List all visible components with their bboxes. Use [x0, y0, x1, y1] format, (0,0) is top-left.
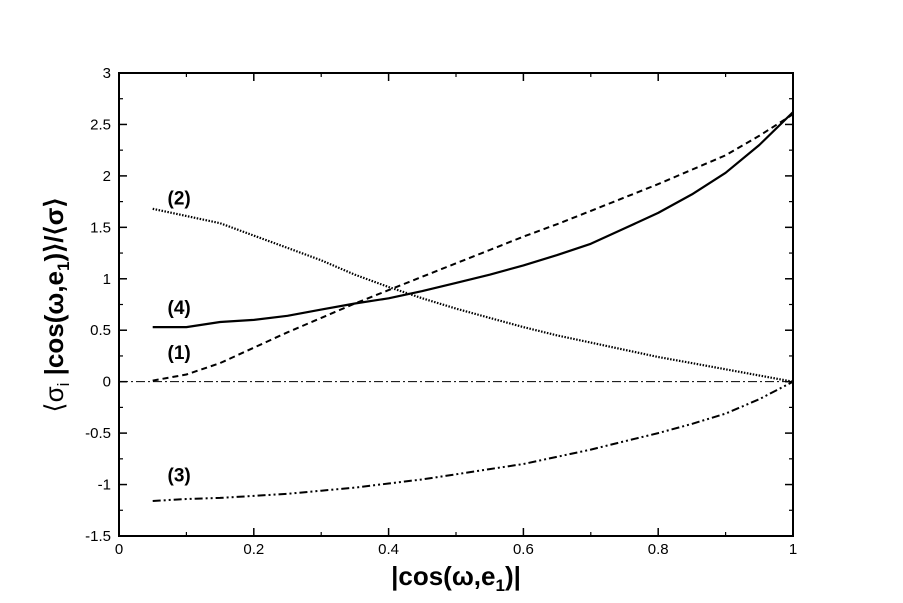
curve-4: [152, 111, 794, 329]
y-tick-label: 1: [103, 271, 111, 288]
y-tick-label: 2.5: [90, 116, 111, 133]
x-axis-title: |cos(ω,e1)|: [391, 561, 521, 595]
y-tick-label: 0: [103, 374, 111, 391]
plot-frame: [118, 72, 794, 537]
y-tick-label: -0.5: [85, 425, 111, 442]
x-tick-label: 0.4: [378, 541, 399, 558]
x-tick-label: 1: [789, 541, 797, 558]
y-tick-label: 1.5: [90, 219, 111, 236]
curve-3: [152, 380, 794, 502]
x-tick-label: 0.2: [243, 541, 264, 558]
curve-2: [152, 207, 794, 383]
y-tick-label: 0.5: [90, 322, 111, 339]
y-tick-label: -1: [98, 477, 111, 494]
curves: [152, 111, 794, 502]
y-axis-title: ⟨σi |cos(ω,e1)⟩/⟨σ⟩: [39, 197, 73, 412]
curve-label-1: (1): [168, 343, 191, 364]
axis-ticks: 0 0.2 0.4 0.6 0.8 1 -1.5 -1 -0.5 0 0.5 1 1.5 2 2.5 3: [85, 65, 797, 558]
x-tick-label: 0.6: [513, 541, 534, 558]
y-tick-label: -1.5: [85, 528, 111, 545]
y-tick-label: 3: [103, 65, 111, 82]
curve-label-2: (2): [168, 189, 191, 210]
x-tick-label: 0: [115, 541, 123, 558]
curve-1: [152, 113, 794, 382]
curve-labels: (1) (2) (3) (4): [168, 189, 191, 487]
x-tick-label: 0.8: [648, 541, 669, 558]
curve-label-3: (3): [168, 465, 191, 486]
curve-label-4: (4): [168, 298, 191, 319]
y-tick-label: 2: [103, 168, 111, 185]
